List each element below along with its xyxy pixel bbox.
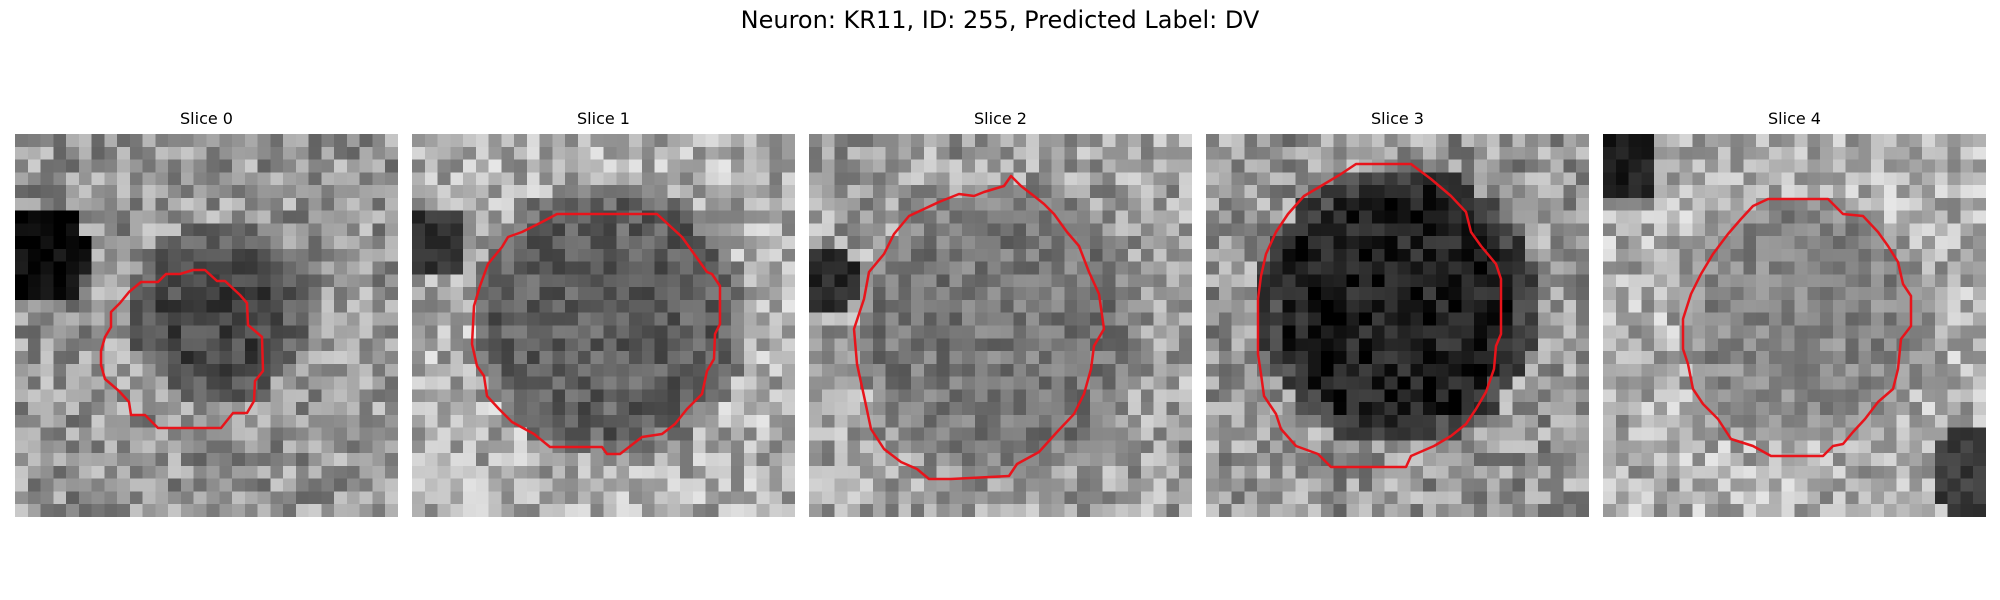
neuron-contour (470, 212, 722, 456)
neuron-contour (1681, 197, 1913, 458)
contour-outline (852, 174, 1106, 481)
slice-title: Slice 1 (577, 109, 630, 128)
slice-image (15, 134, 398, 517)
microscopy-image (1206, 134, 1589, 517)
neuron-contour (99, 268, 265, 430)
contour-outline (1256, 162, 1503, 469)
slice-title: Slice 0 (180, 109, 233, 128)
neuron-contour (852, 174, 1106, 481)
microscopy-image (15, 134, 398, 517)
slice-panel-2: Slice 2 (809, 108, 1192, 517)
microscopy-image (412, 134, 795, 517)
slice-panel-0: Slice 0 (15, 108, 398, 517)
slice-image (1206, 134, 1589, 517)
slice-panel-1: Slice 1 (412, 108, 795, 517)
neuron-contour (1256, 162, 1503, 469)
slice-title: Slice 2 (974, 109, 1027, 128)
contour-outline (1681, 197, 1913, 458)
slice-title: Slice 4 (1768, 109, 1821, 128)
slice-image (1603, 134, 1986, 517)
slice-panel-3: Slice 3 (1206, 108, 1589, 517)
slice-image (809, 134, 1192, 517)
microscopy-image (809, 134, 1192, 517)
contour-outline (470, 212, 722, 456)
figure-title: Neuron: KR11, ID: 255, Predicted Label: … (740, 6, 1260, 34)
contour-outline (99, 268, 265, 430)
slice-title: Slice 3 (1371, 109, 1424, 128)
slice-image (412, 134, 795, 517)
slice-panel-4: Slice 4 (1603, 108, 1986, 517)
